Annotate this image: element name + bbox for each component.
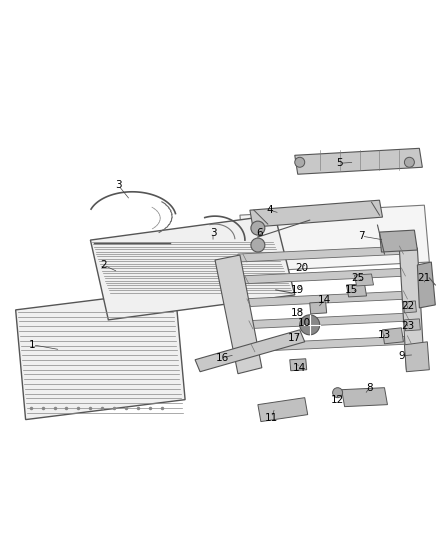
Polygon shape bbox=[404, 319, 420, 331]
Circle shape bbox=[251, 221, 265, 235]
Polygon shape bbox=[310, 302, 327, 314]
Circle shape bbox=[295, 157, 305, 167]
Circle shape bbox=[404, 157, 414, 167]
Text: 20: 20 bbox=[295, 263, 308, 273]
Polygon shape bbox=[290, 359, 307, 371]
Polygon shape bbox=[379, 230, 417, 252]
Polygon shape bbox=[238, 246, 407, 262]
Text: 11: 11 bbox=[265, 413, 279, 423]
Polygon shape bbox=[258, 398, 308, 422]
Text: 13: 13 bbox=[378, 330, 391, 340]
Text: 1: 1 bbox=[29, 340, 36, 350]
Polygon shape bbox=[342, 387, 388, 407]
Text: 2: 2 bbox=[100, 260, 107, 270]
Polygon shape bbox=[417, 262, 435, 308]
Polygon shape bbox=[195, 330, 305, 372]
Text: 7: 7 bbox=[358, 231, 365, 241]
Polygon shape bbox=[399, 248, 424, 370]
Text: 14: 14 bbox=[293, 363, 306, 373]
Text: 14: 14 bbox=[318, 295, 331, 305]
Polygon shape bbox=[382, 328, 403, 344]
Text: 23: 23 bbox=[401, 321, 414, 331]
Circle shape bbox=[251, 238, 265, 252]
Text: 15: 15 bbox=[345, 285, 358, 295]
Text: 9: 9 bbox=[398, 351, 405, 361]
Polygon shape bbox=[355, 274, 374, 286]
Text: 18: 18 bbox=[291, 308, 304, 318]
Polygon shape bbox=[403, 301, 417, 313]
Text: 25: 25 bbox=[351, 273, 364, 283]
Circle shape bbox=[332, 387, 343, 398]
Polygon shape bbox=[295, 148, 422, 174]
Polygon shape bbox=[346, 284, 367, 297]
Polygon shape bbox=[215, 255, 262, 374]
Polygon shape bbox=[242, 291, 411, 307]
Text: 8: 8 bbox=[366, 383, 373, 393]
Polygon shape bbox=[16, 290, 185, 419]
Polygon shape bbox=[246, 336, 415, 352]
Polygon shape bbox=[240, 205, 429, 272]
Polygon shape bbox=[244, 313, 413, 329]
Text: 4: 4 bbox=[267, 205, 273, 215]
Text: 6: 6 bbox=[257, 228, 263, 238]
Circle shape bbox=[300, 315, 320, 335]
Text: 12: 12 bbox=[331, 394, 344, 405]
Polygon shape bbox=[404, 342, 429, 372]
Text: 22: 22 bbox=[401, 301, 414, 311]
Text: 3: 3 bbox=[115, 180, 122, 190]
Text: 19: 19 bbox=[291, 285, 304, 295]
Polygon shape bbox=[240, 268, 410, 284]
Text: 21: 21 bbox=[418, 273, 431, 283]
Text: 5: 5 bbox=[336, 158, 343, 168]
Text: 10: 10 bbox=[298, 318, 311, 328]
Text: 3: 3 bbox=[210, 228, 216, 238]
Text: 17: 17 bbox=[288, 333, 301, 343]
Polygon shape bbox=[250, 200, 382, 227]
Polygon shape bbox=[90, 215, 295, 320]
Text: 16: 16 bbox=[215, 353, 229, 363]
